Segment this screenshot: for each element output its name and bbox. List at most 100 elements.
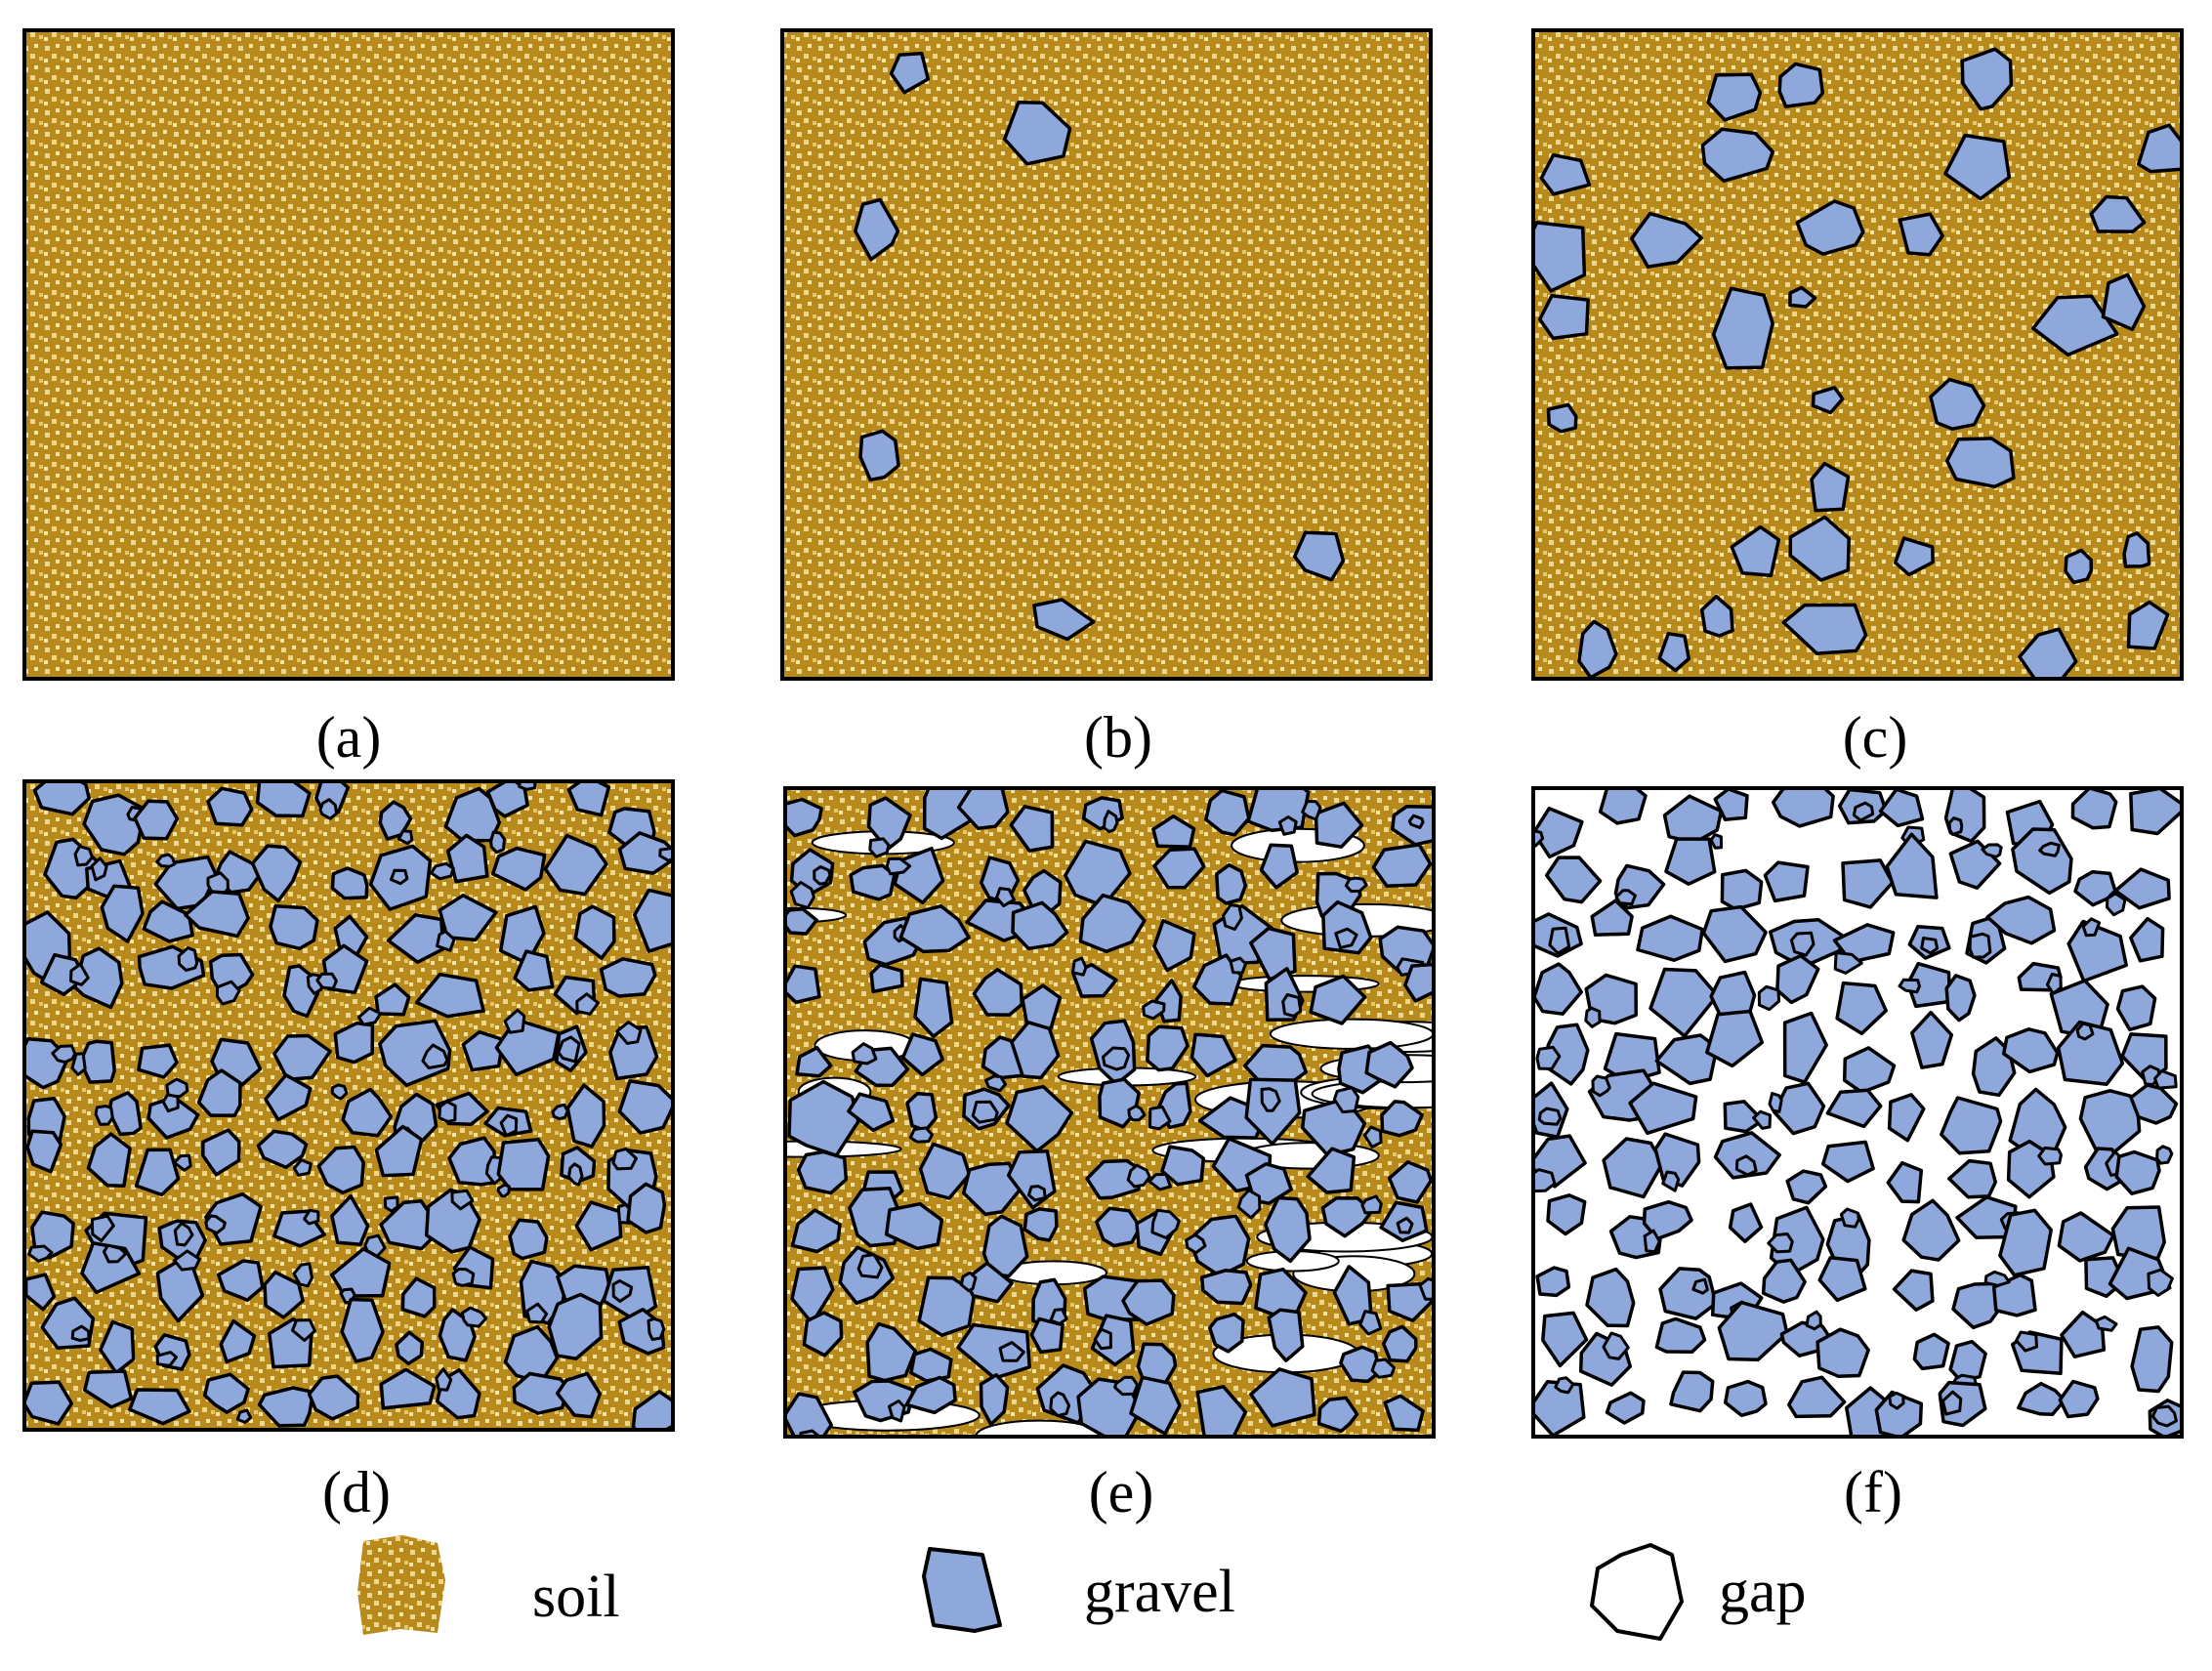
gravel-particle (94, 1105, 114, 1126)
gravel-particle (785, 964, 821, 1005)
gravel-particle (611, 1147, 638, 1171)
gravel-particle (292, 1158, 313, 1177)
gravel-particle (898, 904, 971, 954)
gravel-particle (813, 865, 832, 886)
gravel-particle (1898, 212, 1944, 257)
gravel-particle (565, 1083, 606, 1149)
gravel-particle (1910, 1010, 1954, 1069)
gravel-particle (269, 903, 319, 951)
gravel-particle (2106, 892, 2127, 917)
gravel-particle (1983, 1270, 2011, 1287)
gravel-particle (785, 1392, 833, 1437)
gravel-particle (1334, 927, 1358, 949)
gravel-particle (1944, 437, 2016, 489)
gravel-particle (291, 1318, 316, 1342)
gravel-particle (2155, 1145, 2174, 1165)
gravel-particle (1195, 1385, 1248, 1437)
gravel-particle (2115, 984, 2157, 1032)
gravel-particle (1657, 632, 1691, 673)
gravel-particle (1781, 603, 1868, 655)
gravel-particle (1306, 1147, 1356, 1194)
gravel-particle (1905, 961, 1952, 1009)
gravel-particle (1811, 386, 1845, 415)
gravel-particle (1981, 843, 2003, 858)
gravel-particle (1049, 1391, 1071, 1418)
gravel-particle (499, 1113, 519, 1138)
gravel-particle (103, 1243, 128, 1264)
gravel-particle (155, 1351, 179, 1367)
gravel-particle (414, 972, 485, 1019)
gravel-particle (1277, 815, 1298, 836)
gravel-particle (1537, 1107, 1563, 1126)
gravel-particle (1643, 1229, 1661, 1254)
panel-f (1533, 788, 2182, 1437)
gravel-particle (2056, 1020, 2125, 1086)
gravel-particle (90, 856, 108, 882)
gravel-particle (1985, 895, 2057, 945)
gravel-particle (802, 1311, 844, 1358)
gravel-particle (1407, 814, 1425, 829)
gravel-particle (909, 1347, 953, 1383)
gravel-particle (543, 833, 608, 897)
gravel-particle (2114, 1149, 2161, 1195)
gravel-particle (1825, 1088, 1883, 1129)
panel-e-frame (783, 786, 1436, 1439)
gravel-particle (292, 1262, 313, 1288)
gravel-particle (785, 907, 818, 936)
gravel-particle (615, 1021, 643, 1045)
gravel-particle (984, 1074, 1007, 1093)
gravel-particle (2153, 1069, 2178, 1090)
gravel-particle (611, 1278, 634, 1303)
gravel-particle (2001, 1027, 2060, 1074)
gravel-particle (1888, 1391, 1905, 1410)
gravel-particle (908, 1126, 934, 1144)
gravel-particle (1752, 1109, 1772, 1130)
gravel-particle (566, 781, 611, 817)
gravel-particle (1010, 1021, 1061, 1080)
gravel-particle (1362, 1125, 1383, 1149)
gravel-particle (2058, 1379, 2100, 1419)
gravel-particle (1628, 1081, 1698, 1136)
gravel-particle (557, 1035, 581, 1064)
gravel-particle (647, 1316, 666, 1341)
gravel-particle (979, 1373, 1010, 1427)
legend-gap-swatch (1590, 1543, 1684, 1641)
gravel-particle (1150, 1208, 1181, 1239)
gravel-particle (1121, 1278, 1176, 1326)
gravel-particle (1723, 1379, 1768, 1418)
gravel-particle (235, 1408, 253, 1424)
gravel-particle (395, 1330, 425, 1366)
gravel-particle (959, 1271, 978, 1293)
gravel-particle (1944, 974, 1977, 1023)
panel-d (24, 781, 673, 1430)
gravel-particle (216, 1259, 265, 1302)
gravel-particle (374, 1124, 424, 1178)
gravel-particle (1832, 923, 1896, 964)
gravel-particle (905, 1091, 939, 1133)
gravel-particle (489, 830, 506, 855)
gravel-particle (658, 846, 673, 862)
gravel-particle (1292, 530, 1346, 582)
gravel-particle (1380, 1100, 1424, 1138)
gravel-particle (1309, 974, 1367, 1025)
gravel-particle (78, 1039, 116, 1084)
gravel-particle (436, 930, 456, 952)
gravel-particle (1654, 1316, 1707, 1354)
gravel-particle (1691, 1277, 1709, 1295)
gravel-particle (1533, 1168, 1557, 1193)
gravel-particle (599, 957, 657, 998)
gravel-particle (2017, 1381, 2066, 1416)
gravel-particle (2129, 1083, 2179, 1125)
panel-e (785, 788, 1434, 1437)
gravel-particle (998, 1341, 1025, 1362)
gravel-particle (1142, 999, 1166, 1021)
panel-b (782, 30, 1431, 679)
gravel-particle (137, 1043, 179, 1079)
gravel-particle (1370, 1358, 1397, 1379)
gravel-particle (1229, 956, 1247, 975)
gravel-particle (69, 962, 90, 986)
gravel-particle (1533, 221, 1587, 293)
gravel-particle (1339, 1345, 1382, 1384)
gravel-particle (1029, 1316, 1064, 1355)
panel-a-label: (a) (316, 705, 382, 770)
